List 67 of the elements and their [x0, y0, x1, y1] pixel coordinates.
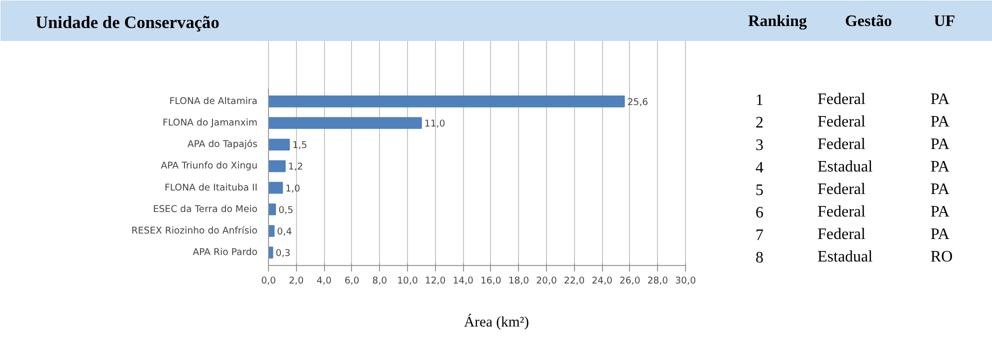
text: PA [930, 204, 950, 220]
x-tick-label: 10,0 [397, 276, 418, 286]
y-tick-label: APA Triunfo do Xingu [160, 160, 258, 172]
x-tick-label: 26,0 [620, 276, 640, 286]
bar [268, 203, 276, 216]
x-tick-label: 16,0 [480, 276, 502, 286]
x-tick-label: 14,0 [452, 276, 474, 286]
text: Estadual [818, 158, 874, 176]
text: 2 [756, 114, 764, 132]
data-label: 11,0 [424, 118, 446, 130]
text: Unidade de Conservação [36, 13, 220, 32]
x-tick-label: 0,0 [261, 276, 276, 286]
text: Federal [818, 91, 866, 108]
text: 3 [756, 137, 764, 154]
text: Federal [818, 226, 866, 243]
x-tick-label: 22,0 [564, 276, 585, 286]
text: 7 [756, 227, 764, 244]
text: Estadual [818, 248, 874, 266]
text: Federal [818, 204, 866, 220]
y-tick-label: ESEC da Terra do Meio [152, 204, 258, 215]
y-tick-label: FLONA de Itaituba II [164, 182, 258, 194]
text: RO [930, 248, 953, 266]
x-tick-label: 18,0 [508, 276, 530, 286]
text: PA [930, 136, 950, 153]
data-label: 0,5 [278, 204, 294, 216]
data-label: 1,5 [292, 140, 308, 152]
text: Federal [818, 114, 866, 130]
x-tick-label: 6,0 [344, 276, 360, 286]
data-label: 1,2 [288, 162, 304, 173]
x-tick-label: 8,0 [372, 276, 388, 286]
bar [268, 138, 290, 151]
y-tick-label: APA Rio Pardo [192, 247, 258, 258]
x-axis-title: Área (km²) [464, 314, 530, 330]
text: 1 [756, 92, 764, 109]
text: PA [930, 158, 950, 176]
y-tick-label: FLONA do Jamanxim [162, 118, 258, 129]
data-label: 1,0 [285, 183, 300, 194]
text: 8 [756, 250, 764, 266]
text: Gestão [844, 13, 892, 30]
text: PA [930, 226, 950, 243]
text: PA [930, 91, 950, 108]
x-tick-label: 12,0 [424, 276, 446, 286]
text: 6 [756, 204, 764, 222]
bar [268, 160, 286, 172]
text: 4 [756, 160, 764, 176]
text: PA [930, 114, 950, 130]
text: Federal [818, 136, 866, 153]
x-tick-label: 20,0 [536, 276, 557, 286]
x-tick-label: 28,0 [647, 276, 668, 286]
data-label: 0,4 [277, 226, 292, 238]
x-tick-label: 24,0 [592, 276, 613, 286]
text: PA [930, 181, 950, 198]
y-tick-label: APA do Tapajós [187, 139, 258, 150]
data-label: 0,3 [276, 248, 291, 260]
bar [268, 182, 283, 194]
x-tick-label: 2,0 [288, 276, 304, 286]
data-label: 25,6 [627, 96, 648, 108]
bar [268, 96, 625, 108]
x-tick-label: 4,0 [316, 276, 332, 286]
text: Ranking [748, 13, 807, 30]
text: Federal [818, 181, 866, 198]
y-tick-label: FLONA de Altamira [169, 96, 258, 107]
bar [268, 117, 422, 129]
x-tick-label: 30,0 [675, 276, 696, 286]
y-tick-label: RESEX Riozinho do Anfrísio [131, 225, 258, 236]
text: 5 [756, 182, 764, 199]
text: UF [934, 13, 956, 30]
